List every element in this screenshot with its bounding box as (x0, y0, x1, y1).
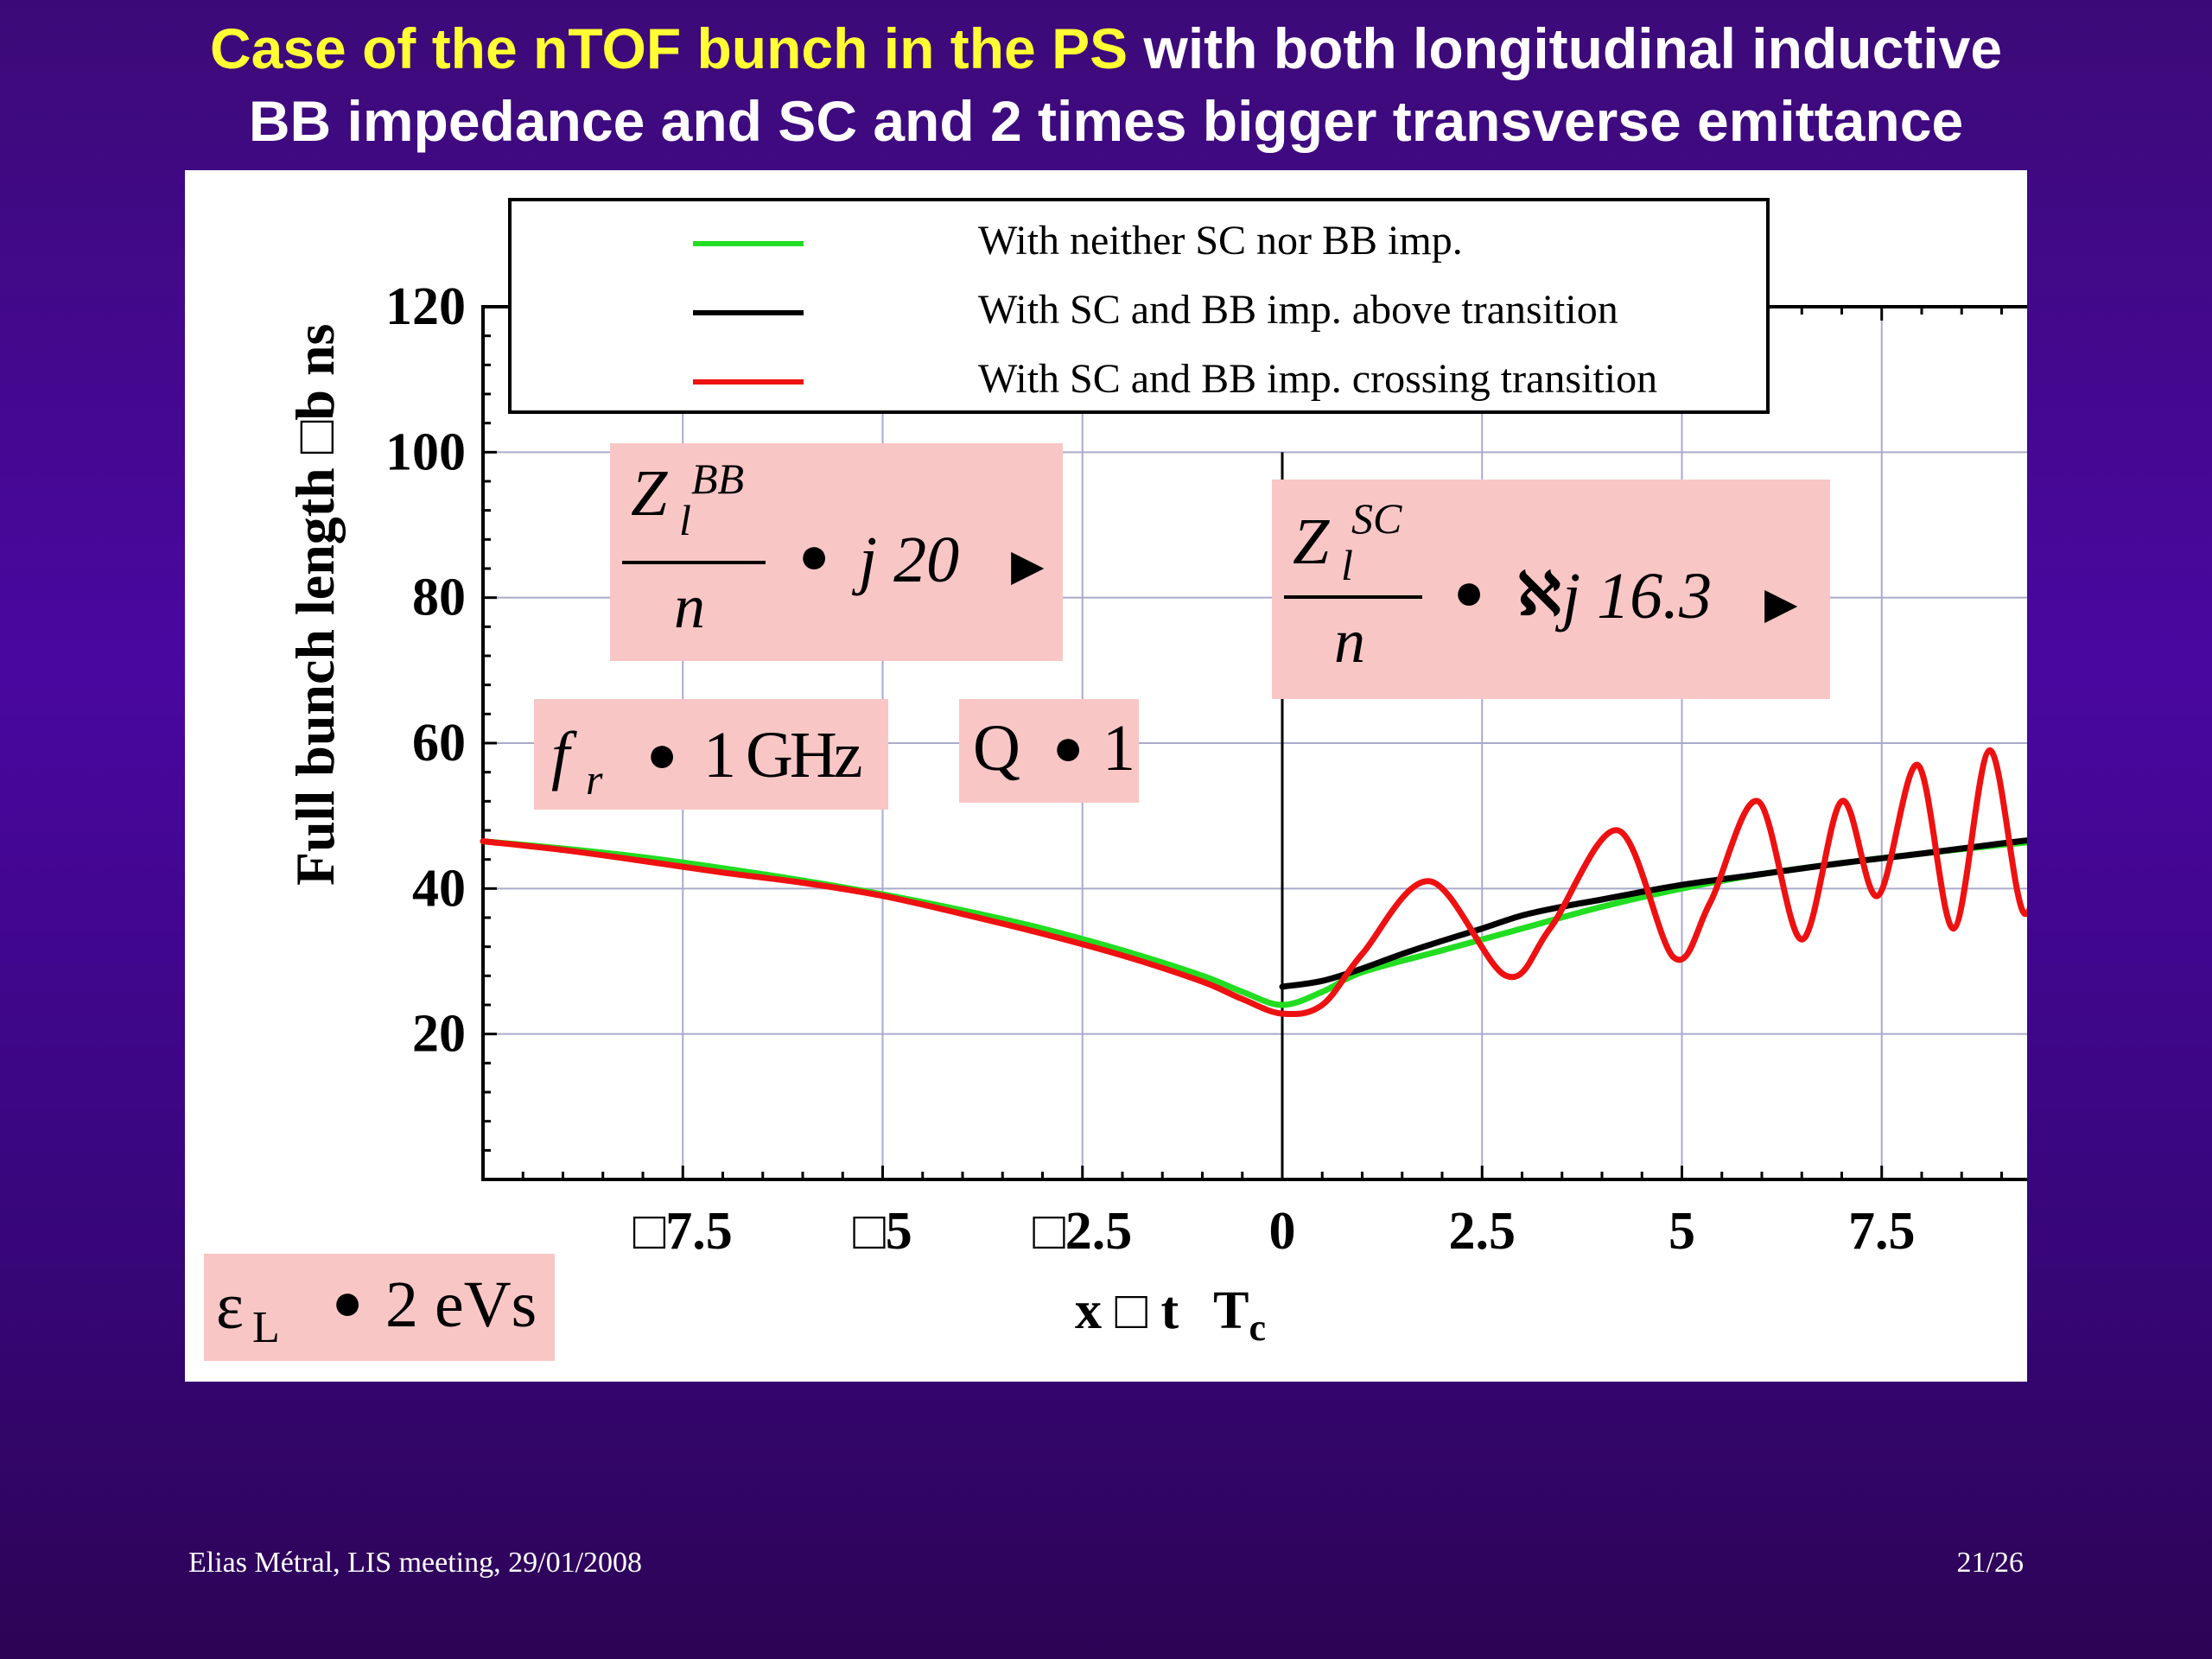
x-tick-label: □5 (853, 1202, 912, 1261)
legend-item-green: With neither SC nor BB imp. (512, 208, 1766, 277)
sc-z: Z (1293, 505, 1330, 578)
bb-rhs: j 20 (859, 524, 960, 596)
x-axis-label-sub: c (1249, 1306, 1266, 1349)
sc-tail: ▶ (1764, 579, 1798, 627)
q-sym: Q (973, 712, 1020, 785)
slide-title-rest: with both longitudinal inductive (1128, 16, 2003, 80)
sc-impedance-box: Z l SC n ● ℵ j 16.3 ▶ (1272, 480, 1830, 699)
legend-swatch-red (693, 379, 804, 385)
x-tick-label: 0 (1269, 1202, 1296, 1261)
eps-op: ● (332, 1274, 364, 1331)
fr-val: 1 GHz (703, 719, 863, 791)
legend-label-red: With SC and BB imp. crossing transition (978, 356, 1658, 402)
sc-op: ● (1453, 563, 1485, 620)
y-axis-label: Full bunch length □b ns (284, 324, 346, 886)
bb-fraction-bar (622, 561, 766, 564)
q-op: ● (1052, 719, 1084, 776)
x-tick-label: 5 (1669, 1202, 1695, 1261)
footer-page-number: 21/26 (1956, 1547, 2024, 1579)
sc-fraction-bar (1284, 595, 1422, 599)
sc-sign: ℵ (1517, 562, 1561, 627)
q-factor-box: Q ● 1 (959, 699, 1139, 803)
longitudinal-emittance-box: ε L ● 2 eVs (204, 1254, 555, 1361)
chart-svg: □7.5□5□2.502.557.51020406080100120 Full … (284, 277, 2027, 1349)
y-tick-label: 40 (412, 859, 466, 918)
bb-z: Z (631, 457, 668, 530)
sc-sup: SC (1351, 494, 1402, 543)
series-line-red (480, 747, 2027, 1018)
eps-sub: L (252, 1303, 280, 1352)
legend-item-red: With SC and BB imp. crossing transition (512, 346, 1766, 416)
sc-sub: l (1341, 541, 1353, 589)
y-tick-label: 100 (385, 423, 466, 481)
bb-impedance-box: Z l BB n ● j 20 ▶ (610, 443, 1063, 661)
x-tick-label: 2.5 (1449, 1202, 1516, 1261)
footer-author: Elias Métral, LIS meeting, 29/01/2008 (188, 1547, 643, 1579)
x-tick-label: □2.5 (1033, 1202, 1132, 1261)
chart-panel: □7.5□5□2.502.557.51020406080100120 Full … (185, 170, 2027, 1382)
slide-title-line1: Case of the nTOF bunch in the PS with bo… (0, 12, 2212, 85)
bb-tail: ▶ (1011, 541, 1045, 589)
legend-swatch-green (693, 241, 804, 246)
x-tick-label: 7.5 (1848, 1202, 1916, 1261)
eps-val: 2 eVs (385, 1268, 537, 1341)
series-line-black (1279, 837, 2027, 990)
x-tick-label: □7.5 (633, 1202, 733, 1261)
y-tick-label: 20 (412, 1005, 466, 1064)
y-tick-label: 60 (412, 714, 466, 772)
bb-op: ● (798, 527, 830, 584)
q-val: 1 (1103, 712, 1135, 785)
bb-den: n (674, 572, 705, 641)
fr-sub: r (586, 755, 603, 804)
y-tick-label: 120 (385, 277, 466, 336)
legend-label-black: With SC and BB imp. above transition (978, 287, 1618, 333)
eps-sym: ε (216, 1270, 244, 1343)
legend-label-green: With neither SC nor BB imp. (978, 218, 1463, 264)
bb-sup: BB (691, 454, 745, 503)
x-axis-label-t: T (1213, 1281, 1249, 1340)
slide-title-highlight: Case of the nTOF bunch in the PS (209, 16, 1128, 80)
sc-rhs: j 16.3 (1562, 560, 1713, 632)
x-axis-label-main: x □ t (1075, 1281, 1179, 1340)
y-tick-label: 80 (412, 569, 466, 627)
resonance-frequency-box: f r ● 1 GHz (534, 699, 888, 810)
slide-title-line2: BB impedance and SC and 2 times bigger t… (248, 89, 1964, 153)
bb-sub: l (679, 496, 691, 544)
legend-item-black: With SC and BB imp. above transition (512, 277, 1766, 346)
sc-den: n (1334, 607, 1365, 676)
fr-op: ● (646, 726, 678, 783)
x-axis-label: x □ t Tc (1075, 1281, 1266, 1349)
legend-swatch-black (693, 310, 804, 315)
series-line-green (480, 838, 2027, 1008)
chart-legend: With neither SC nor BB imp. With SC and … (508, 198, 1770, 414)
fr-sym: f (551, 719, 570, 791)
slide-title: Case of the nTOF bunch in the PS with bo… (0, 12, 2212, 157)
